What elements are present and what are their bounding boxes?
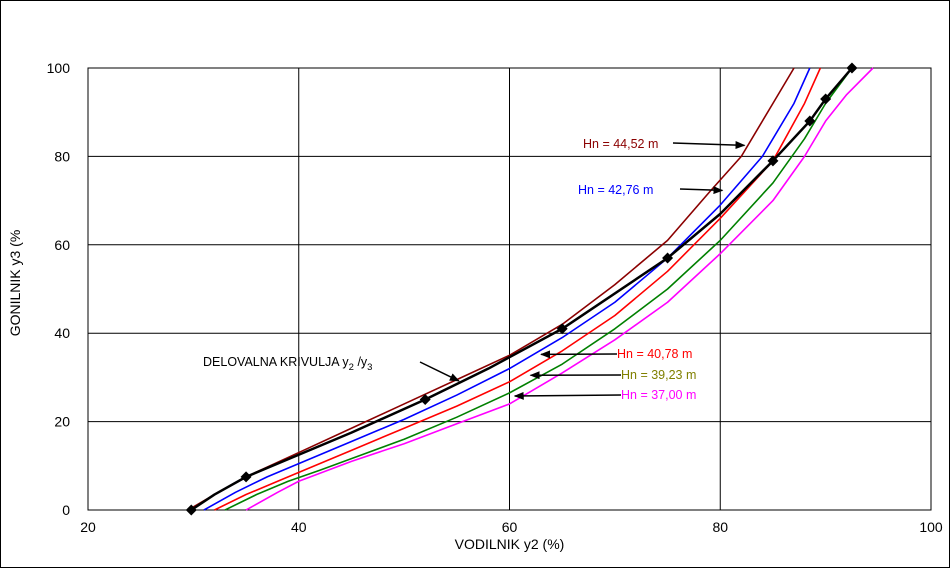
curve-markers	[185, 62, 858, 516]
annotation-subscript: 3	[367, 362, 372, 373]
annotation-arrow	[419, 361, 460, 382]
plot-area	[87, 67, 932, 511]
annotation-label: Hn = 39,23 m	[621, 368, 696, 382]
x-tick-label: 20	[80, 519, 96, 535]
series-line-5	[190, 67, 853, 512]
curve-marker	[556, 323, 568, 335]
y-tick-label: 20	[54, 414, 70, 430]
curve-marker	[804, 115, 816, 127]
annotation-text: DELOVALNA KRIVULJA y	[203, 355, 349, 369]
x-axis-title: VODILNIK y2 (%)	[455, 536, 565, 552]
y-tick-label: 80	[54, 148, 70, 164]
y-tick-label: 40	[54, 325, 70, 341]
curve-marker	[419, 394, 431, 405]
series-line-1	[203, 67, 811, 511]
annotations: Hn = 44,52 m Hn = 42,76 m Hn = 40,78 m Hn =…	[203, 137, 746, 402]
annotation-label: Hn = 40,78 m	[617, 347, 692, 361]
annotation-subscript: 2	[349, 362, 354, 373]
annotation-label: Hn = 37,00 m	[621, 388, 696, 402]
y-tick-label: 0	[62, 502, 70, 518]
annotation-arrow	[513, 391, 622, 400]
annotation-text: /y	[354, 355, 368, 369]
curve-marker	[240, 471, 252, 483]
y-tick-label: 100	[47, 60, 71, 76]
y-tick-label: 60	[54, 237, 70, 253]
x-tick-label: 40	[291, 519, 307, 535]
annotation-label: Hn = 44,52 m	[583, 137, 658, 151]
x-tick-label: 100	[919, 519, 943, 535]
curve-marker	[662, 252, 674, 264]
x-tick-label: 60	[502, 519, 518, 535]
curve-marker	[846, 62, 858, 74]
annotation-arrow	[679, 186, 724, 195]
series-line-4	[245, 67, 874, 511]
annotation-label: Hn = 42,76 m	[578, 183, 653, 197]
annotation-arrow	[672, 141, 746, 150]
annotation-label: DELOVALNA KRIVULJA y2 /y3	[203, 355, 372, 373]
tick-labels: 20 40 60 80 100 0 20 40 60 80 100	[47, 60, 943, 535]
curve-marker	[820, 93, 832, 105]
series-lines	[187, 67, 874, 512]
y-axis-title: GONILNIK y3 (%	[7, 230, 23, 337]
x-tick-label: 80	[712, 519, 728, 535]
curve-marker	[767, 155, 779, 167]
curve-marker	[185, 504, 197, 516]
